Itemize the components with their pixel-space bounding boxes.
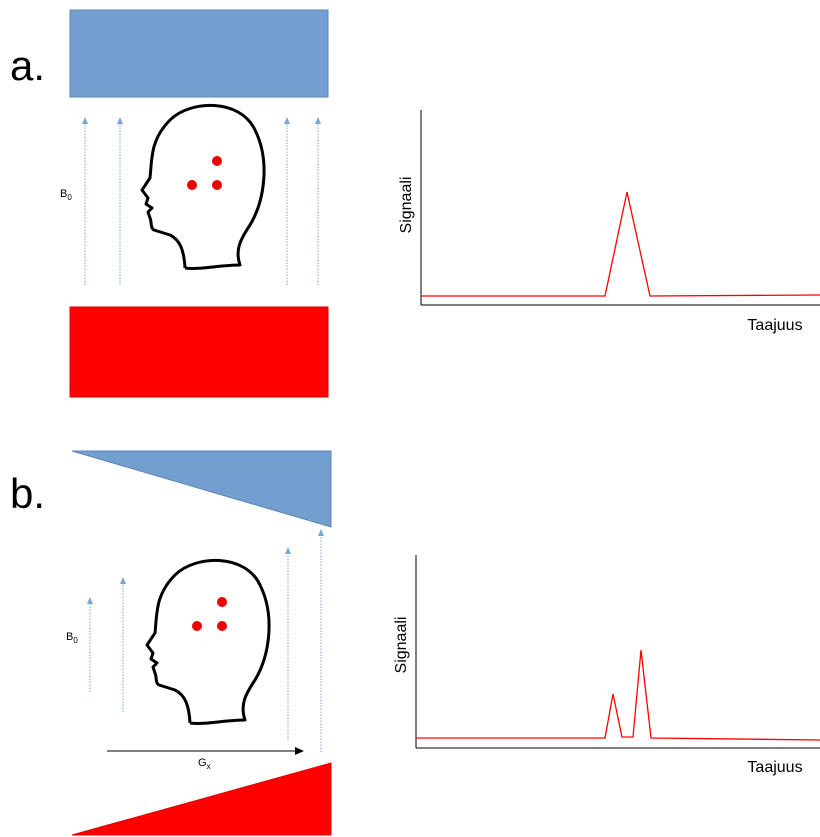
y-axis-label: Signaali (398, 177, 415, 234)
head (145, 558, 271, 725)
field-label: B0 (60, 188, 72, 202)
panel-label: a. (10, 42, 45, 89)
signal-line (416, 649, 820, 741)
y-axis-label: Signaali (393, 617, 410, 674)
panel-label: b. (10, 470, 45, 517)
magnet-bottom (69, 306, 329, 398)
head (140, 103, 266, 270)
field-label: B0 (66, 631, 78, 645)
magnet-bottom (71, 762, 332, 836)
x-axis-label: Taajuus (747, 317, 802, 334)
spot (217, 621, 227, 631)
spot (192, 621, 202, 631)
spot (212, 180, 222, 190)
x-axis-label: Taajuus (747, 759, 802, 776)
gradient-label: Gx (198, 757, 211, 771)
panel-b: b. B0 Gx Signaali Taajuus (10, 450, 820, 836)
spot (217, 597, 227, 607)
signal-line (421, 191, 820, 297)
magnet-top (69, 9, 329, 98)
magnet-top (71, 450, 332, 528)
panel-a: a. B0 Signaali Taajuus (10, 9, 820, 398)
spot (212, 156, 222, 166)
spot (187, 180, 197, 190)
